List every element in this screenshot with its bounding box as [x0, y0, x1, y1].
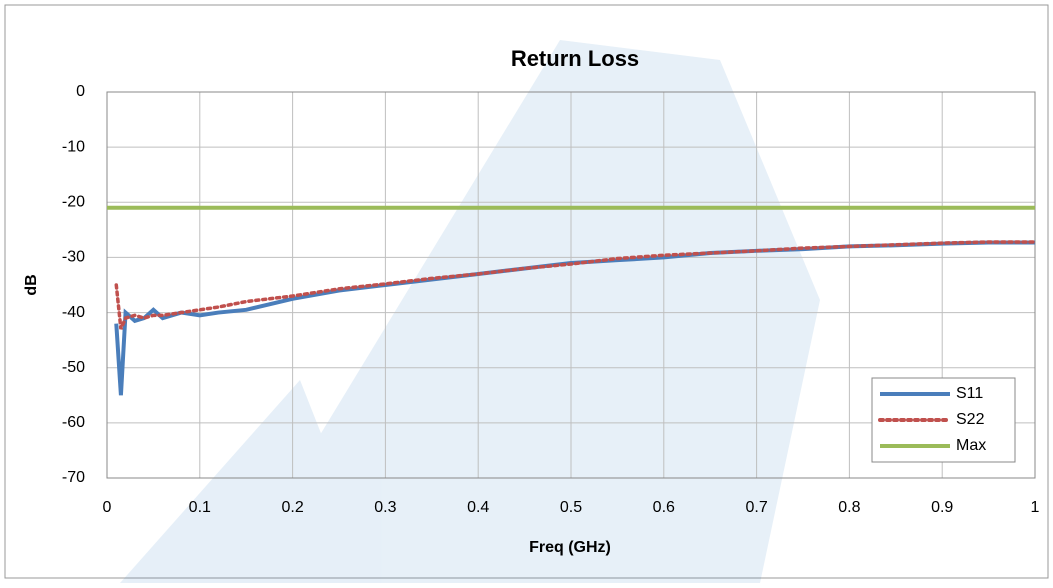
y-tick-label: -60 — [62, 414, 85, 431]
x-tick-label: 0.1 — [189, 499, 211, 516]
watermark — [120, 40, 820, 583]
y-tick-label: -70 — [62, 469, 85, 486]
x-tick-label: 0.8 — [838, 499, 860, 516]
y-tick-label: -40 — [62, 304, 85, 321]
x-tick-label: 0 — [103, 499, 112, 516]
x-tick-label: 0.6 — [653, 499, 675, 516]
x-tick-label: 0.3 — [374, 499, 396, 516]
legend-label: S22 — [956, 411, 985, 428]
x-tick-label: 1 — [1031, 499, 1040, 516]
y-axis-label: dB — [23, 274, 40, 295]
series-line — [114, 240, 1037, 330]
y-tick-label: -20 — [62, 194, 85, 211]
y-tick-label: -30 — [62, 249, 85, 266]
y-tick-label: -10 — [62, 138, 85, 155]
y-tick-label: 0 — [76, 83, 85, 100]
y-tick-label: -50 — [62, 359, 85, 376]
chart-frame — [4, 4, 1049, 579]
x-axis-label: Freq (GHz) — [529, 539, 611, 556]
x-tick-label: 0.4 — [467, 499, 489, 516]
x-tick-label: 0.7 — [745, 499, 767, 516]
chart-title: Return Loss — [511, 46, 639, 71]
legend-label: S11 — [956, 385, 983, 402]
x-tick-label: 0.9 — [931, 499, 953, 516]
x-tick-label: 0.2 — [281, 499, 303, 516]
legend-label: Max — [956, 437, 986, 454]
plot-border — [106, 91, 1036, 479]
x-tick-label: 0.5 — [560, 499, 582, 516]
